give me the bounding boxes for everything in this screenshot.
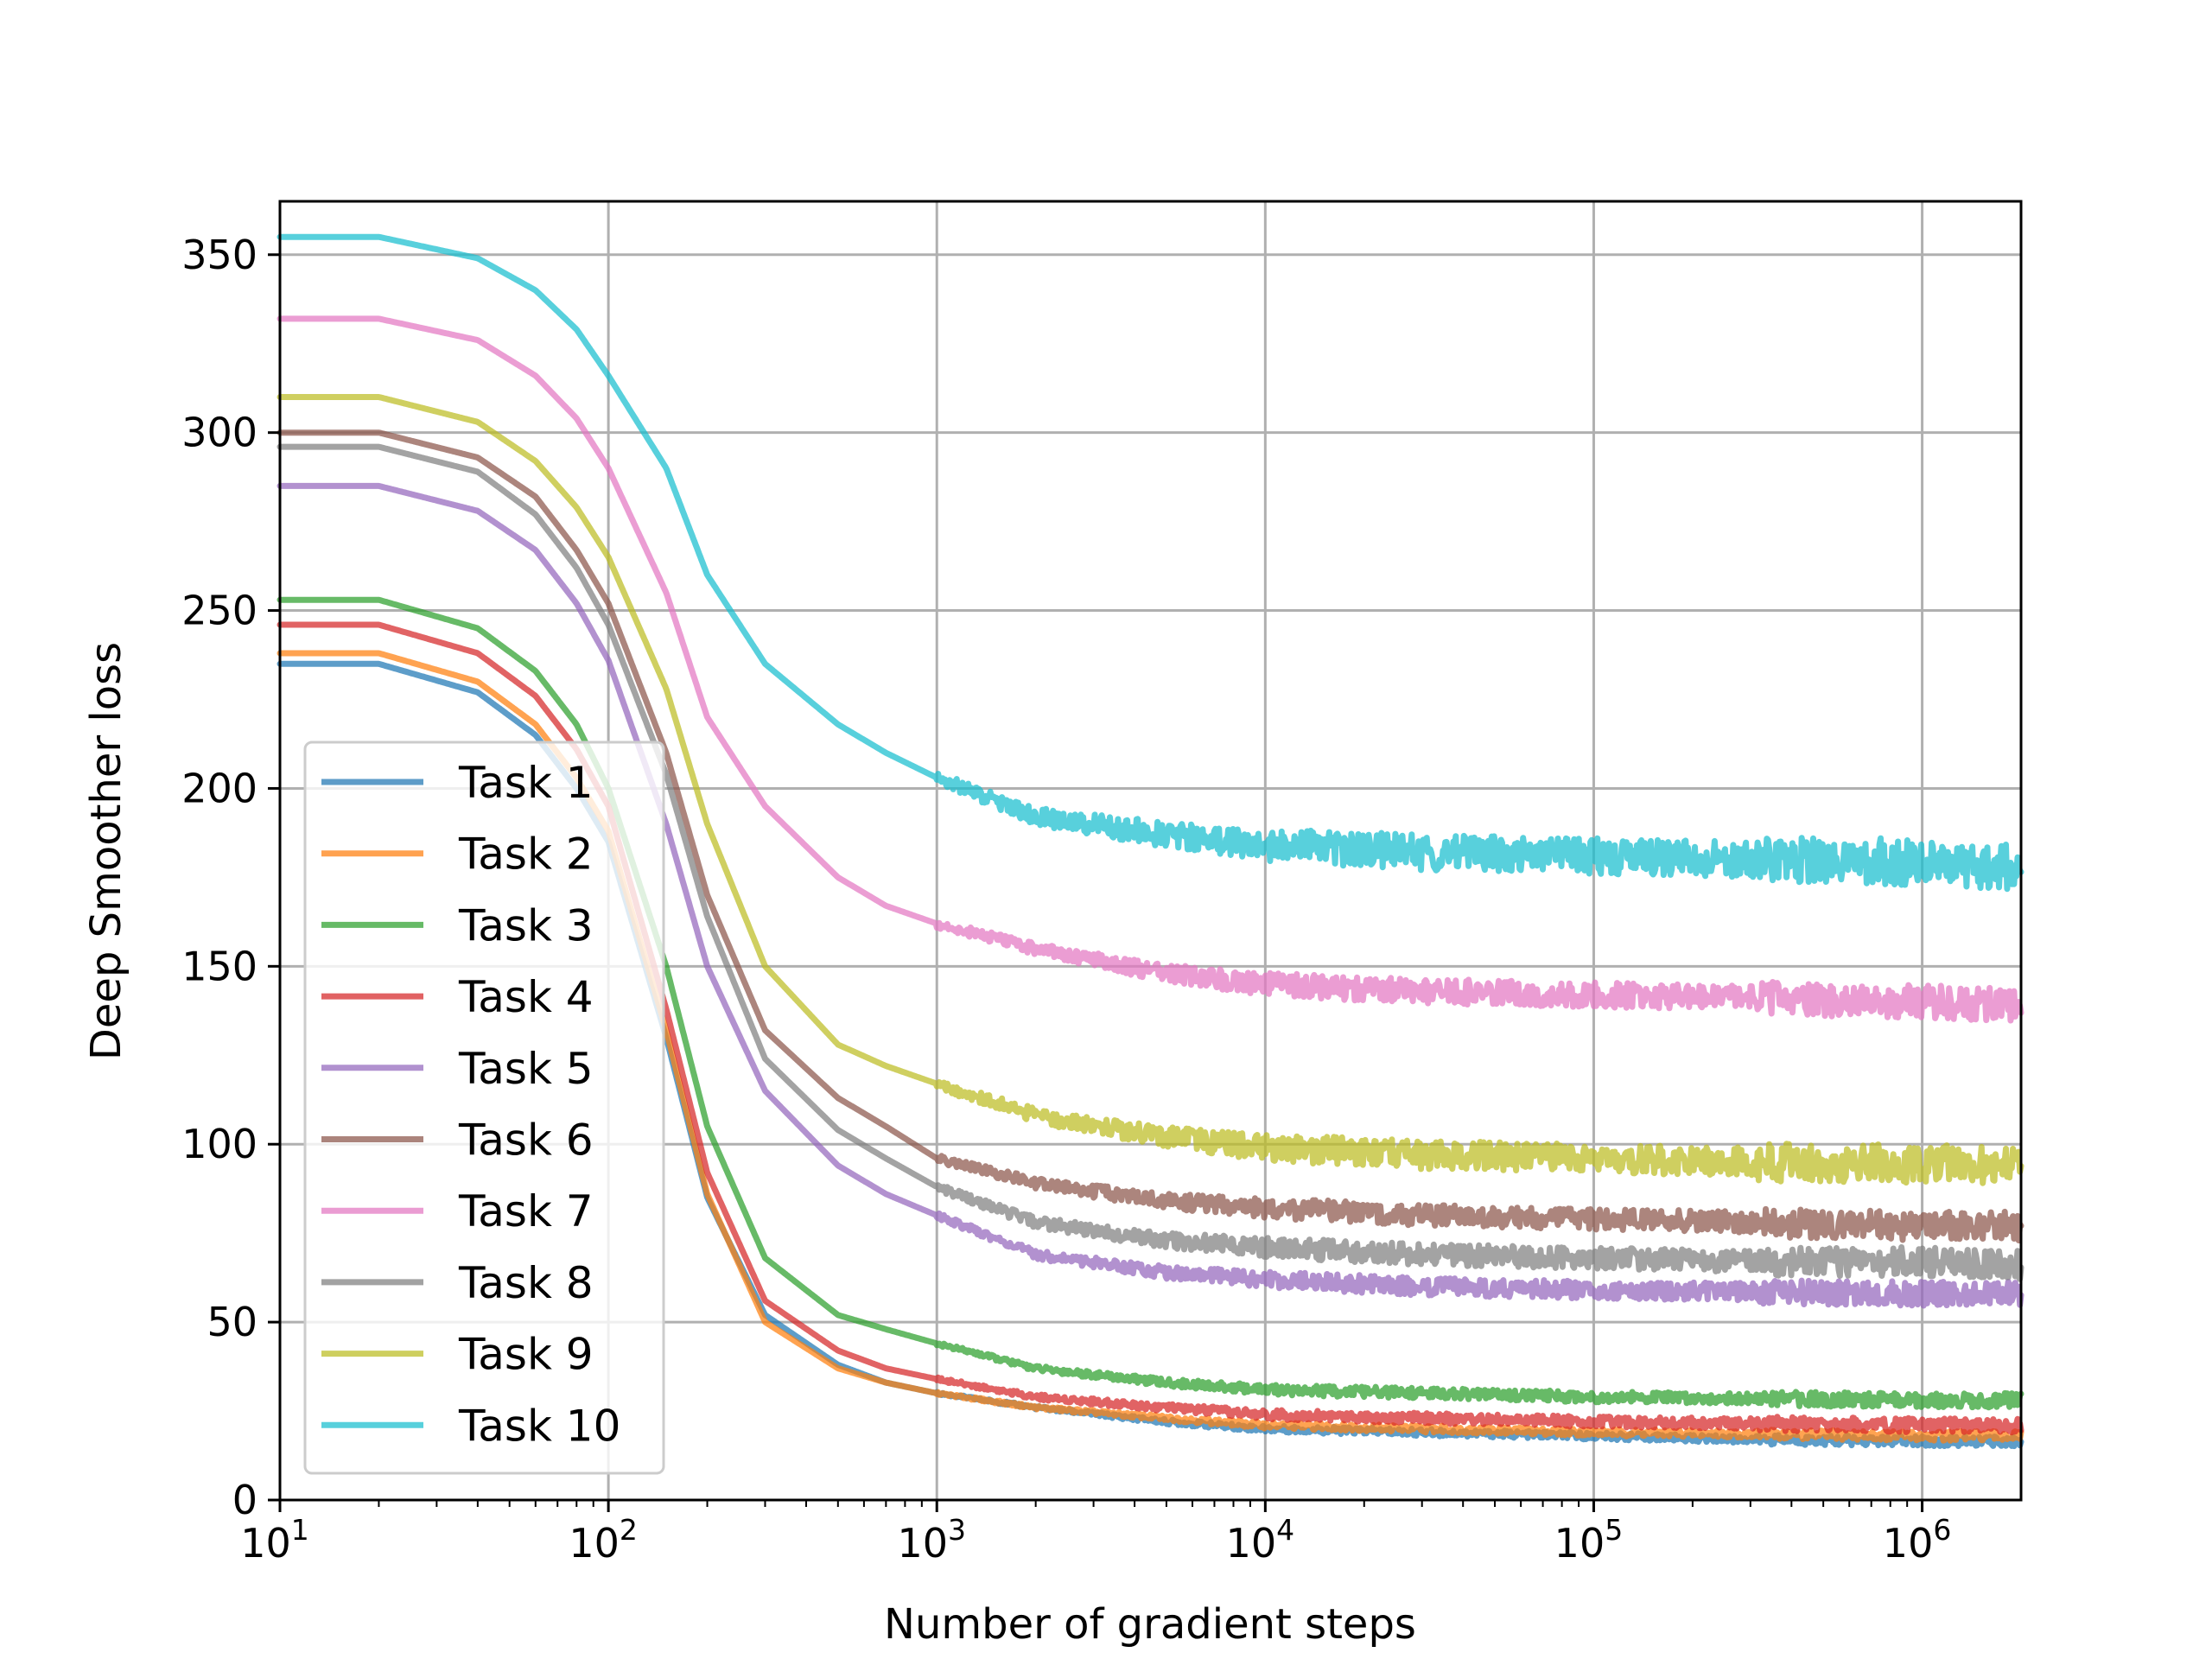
- x-tick-base: 10: [1226, 1520, 1277, 1567]
- x-tick-exponent: 4: [1276, 1513, 1294, 1547]
- y-tick-label: 350: [181, 232, 257, 278]
- legend-label-task-3: Task 3: [458, 900, 594, 950]
- legend-label-task-10: Task 10: [458, 1401, 620, 1451]
- x-tick-label: 105: [1554, 1513, 1624, 1567]
- x-tick-label: 103: [897, 1513, 966, 1567]
- legend-label-task-8: Task 8: [458, 1258, 594, 1308]
- legend-label-task-5: Task 5: [458, 1044, 594, 1094]
- x-tick-label: 104: [1226, 1513, 1295, 1567]
- series-line-task-3: [276, 596, 2024, 1411]
- series-line-task-6: [276, 429, 2024, 1244]
- legend-label-task-9: Task 9: [458, 1330, 594, 1380]
- x-tick-exponent: 2: [620, 1513, 638, 1547]
- series-line-task-10: [276, 233, 2024, 893]
- x-tick-label: 101: [240, 1513, 309, 1567]
- legend-label-task-1: Task 1: [458, 758, 594, 808]
- y-tick-label: 50: [207, 1299, 257, 1345]
- y-tick-label: 250: [181, 588, 257, 634]
- x-tick-exponent: 5: [1605, 1513, 1623, 1547]
- series-line-task-5: [276, 482, 2024, 1309]
- y-tick-label: 0: [232, 1477, 257, 1523]
- x-tick-base: 10: [1554, 1520, 1605, 1567]
- x-tick-base: 10: [1883, 1520, 1934, 1567]
- plot-frame: [278, 200, 2023, 1502]
- x-tick-base: 10: [240, 1520, 291, 1567]
- series-line-task-7: [276, 315, 2024, 1024]
- x-tick-exponent: 3: [948, 1513, 966, 1547]
- y-tick-label: 150: [181, 943, 257, 989]
- y-tick-label: 300: [181, 410, 257, 456]
- x-axis-title: Number of gradient steps: [884, 1600, 1416, 1649]
- legend-label-task-2: Task 2: [458, 830, 594, 880]
- x-tick-label: 102: [569, 1513, 638, 1567]
- y-tick-label: 200: [181, 765, 257, 811]
- x-tick-base: 10: [569, 1520, 620, 1567]
- series-line-task-9: [276, 394, 2024, 1186]
- legend-label-task-4: Task 4: [458, 972, 594, 1022]
- x-tick-exponent: 1: [291, 1513, 309, 1547]
- x-tick-label: 106: [1883, 1513, 1952, 1567]
- legend-label-task-7: Task 7: [458, 1186, 594, 1236]
- x-tick-base: 10: [897, 1520, 948, 1567]
- series-line-task-8: [276, 443, 2024, 1282]
- legend: Task 1 Task 2 Task 3 Task 4 Task 5 Task 6 Task…: [303, 741, 665, 1475]
- y-tick-label: 100: [181, 1121, 257, 1167]
- legend-label-task-6: Task 6: [458, 1116, 594, 1166]
- y-axis-title: Deep Smoother loss: [82, 642, 130, 1060]
- x-tick-exponent: 6: [1933, 1513, 1951, 1547]
